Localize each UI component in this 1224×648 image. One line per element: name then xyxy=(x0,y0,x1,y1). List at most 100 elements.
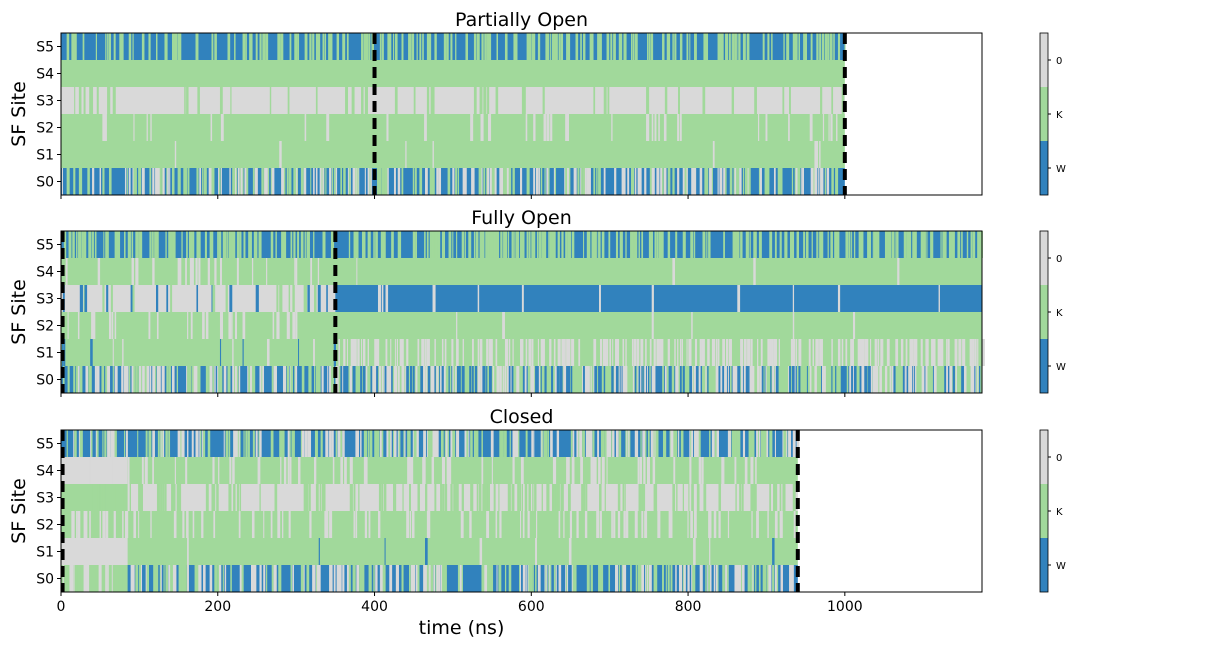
state-stripe xyxy=(181,231,183,258)
y-tick-label: S4 xyxy=(36,265,54,281)
state-stripe xyxy=(931,339,933,366)
state-stripe xyxy=(684,168,688,195)
state-stripe xyxy=(187,565,189,592)
state-stripe xyxy=(540,366,542,393)
colorbar-swatch xyxy=(1040,285,1048,339)
state-stripe xyxy=(764,168,766,195)
state-stripe xyxy=(391,366,393,393)
state-stripe xyxy=(412,366,415,393)
state-stripe xyxy=(251,258,254,285)
state-stripe xyxy=(709,430,711,457)
state-stripe xyxy=(406,366,409,393)
state-stripe xyxy=(236,231,240,258)
state-stripe xyxy=(484,33,487,60)
state-stripe xyxy=(559,366,563,393)
state-stripe xyxy=(772,538,775,565)
state-stripe xyxy=(613,33,616,60)
state-stripe xyxy=(377,430,380,457)
state-stripe xyxy=(168,366,171,393)
state-stripe xyxy=(416,430,419,457)
state-stripe xyxy=(294,33,296,60)
state-stripe xyxy=(73,168,76,195)
state-stripe xyxy=(286,168,289,195)
state-stripe xyxy=(426,87,430,114)
state-stripe xyxy=(659,339,662,366)
state-stripe xyxy=(375,565,378,592)
state-stripe xyxy=(704,168,707,195)
state-stripe xyxy=(233,484,236,511)
state-stripe xyxy=(737,430,741,457)
state-stripe xyxy=(100,484,103,511)
state-stripe xyxy=(677,339,679,366)
state-stripe xyxy=(155,366,157,393)
heatmap-row xyxy=(61,565,798,592)
state-stripe xyxy=(805,231,808,258)
state-stripe xyxy=(379,565,381,592)
state-stripe xyxy=(536,231,539,258)
state-stripe xyxy=(565,231,568,258)
state-stripe xyxy=(313,168,315,195)
state-stripe xyxy=(80,168,83,195)
state-stripe xyxy=(205,231,207,258)
state-stripe xyxy=(791,366,795,393)
state-stripe xyxy=(440,484,443,511)
state-stripe xyxy=(634,168,637,195)
x-tick-label: 400 xyxy=(361,599,388,615)
state-stripe xyxy=(744,457,748,484)
state-stripe xyxy=(159,168,162,195)
state-stripe xyxy=(265,33,269,60)
state-stripe xyxy=(598,565,600,592)
state-stripe xyxy=(419,168,423,195)
state-stripe xyxy=(674,366,676,393)
state-stripe xyxy=(454,484,457,511)
state-stripe xyxy=(668,511,672,538)
state-stripe xyxy=(546,565,548,592)
state-stripe xyxy=(766,430,769,457)
state-stripe xyxy=(385,339,388,366)
state-stripe xyxy=(433,430,436,457)
state-stripe xyxy=(315,366,319,393)
state-stripe xyxy=(728,33,731,60)
state-stripe xyxy=(653,366,656,393)
state-stripe xyxy=(547,430,549,457)
state-stripe xyxy=(166,285,169,312)
state-stripe xyxy=(384,366,387,393)
state-stripe xyxy=(625,339,627,366)
state-stripe xyxy=(191,366,195,393)
state-stripe xyxy=(662,33,665,60)
state-stripe xyxy=(769,339,772,366)
state-stripe xyxy=(188,231,191,258)
state-stripe xyxy=(926,231,928,258)
state-stripe xyxy=(923,366,925,393)
state-stripe xyxy=(230,565,232,592)
state-stripe xyxy=(646,114,650,141)
state-stripe xyxy=(364,511,368,538)
state-stripe xyxy=(195,258,198,285)
state-stripe xyxy=(426,339,430,366)
y-axis-label: SF Site xyxy=(8,279,30,345)
state-stripe xyxy=(541,484,543,511)
state-stripe xyxy=(647,366,650,393)
state-stripe xyxy=(504,33,507,60)
state-stripe xyxy=(789,366,792,393)
state-stripe xyxy=(974,366,976,393)
state-stripe xyxy=(74,33,77,60)
state-stripe xyxy=(436,565,439,592)
state-stripe xyxy=(159,565,162,592)
state-stripe xyxy=(251,33,253,60)
state-stripe xyxy=(101,366,105,393)
state-stripe xyxy=(95,33,98,60)
state-stripe xyxy=(710,511,712,538)
state-stripe xyxy=(631,33,633,60)
state-stripe xyxy=(103,231,105,258)
state-stripe xyxy=(367,339,369,366)
state-stripe xyxy=(169,231,173,258)
row-base xyxy=(61,114,845,141)
state-stripe xyxy=(491,168,495,195)
state-stripe xyxy=(866,339,869,366)
state-stripe xyxy=(348,168,351,195)
state-stripe xyxy=(932,339,936,366)
colorbar-swatch xyxy=(1040,339,1048,393)
state-stripe xyxy=(409,457,412,484)
state-stripe xyxy=(703,339,705,366)
